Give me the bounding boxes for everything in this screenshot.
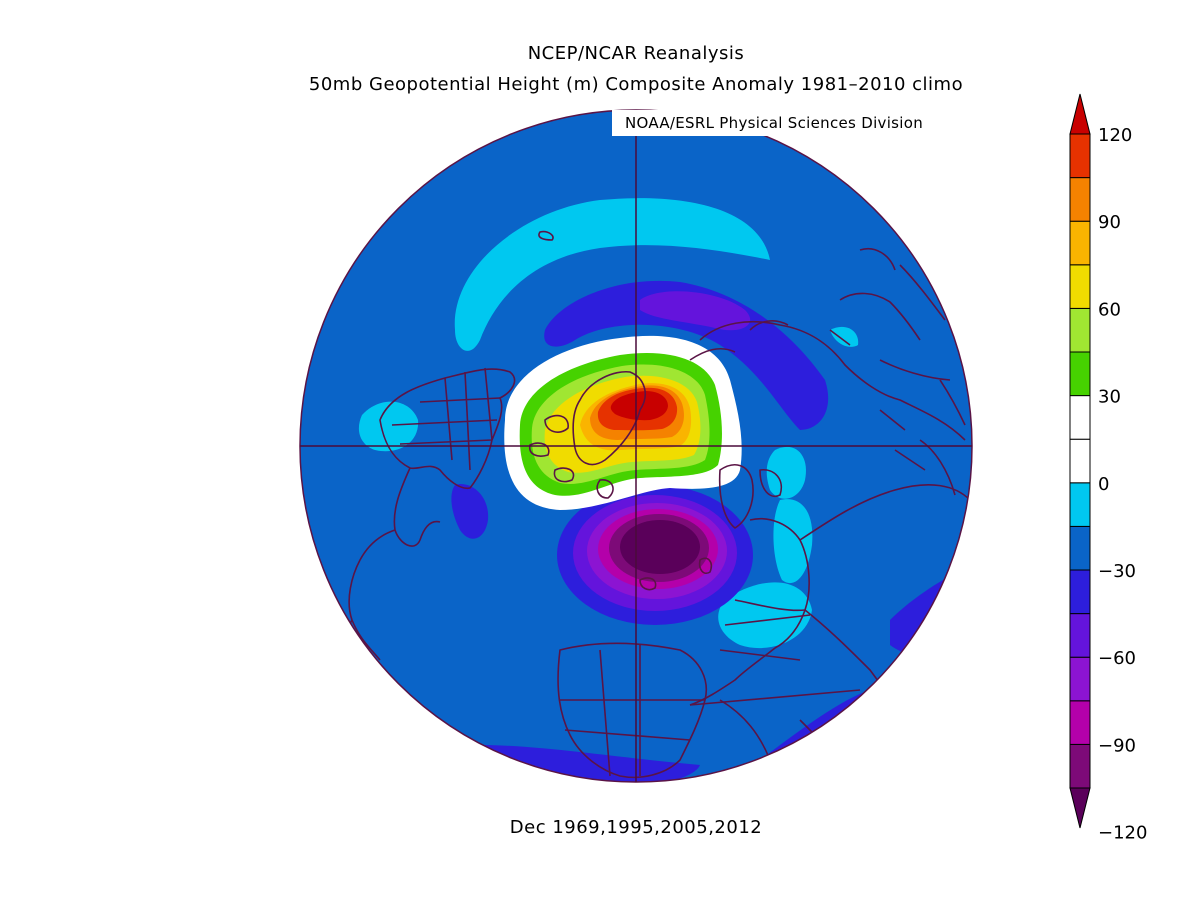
chart-title: NCEP/NCAR Reanalysis <box>527 43 745 64</box>
colorbar-tick-label: 0 <box>1098 474 1109 495</box>
colorbar-segment <box>1069 264 1091 309</box>
cyan-patch-right <box>773 499 813 584</box>
colorbar-segment <box>1069 133 1091 179</box>
cyan-patch-ne <box>830 326 859 347</box>
colorbar-segments <box>1069 93 1091 829</box>
colorbar-tick-label: −30 <box>1098 561 1136 582</box>
colorbar-segment <box>1069 482 1091 527</box>
colorbar-segment <box>1069 613 1091 658</box>
colorbar-segment <box>1069 395 1091 440</box>
positive-core <box>610 391 668 421</box>
colorbar-tick-label: 90 <box>1098 212 1121 233</box>
date-caption: Dec 1969,1995,2005,2012 <box>509 817 763 838</box>
cyan-arc-west <box>358 401 419 452</box>
colorbar-tick-label: −60 <box>1098 648 1136 669</box>
negative-band-north <box>544 280 829 430</box>
colorbar-segment <box>1069 351 1091 397</box>
negative-sw <box>451 484 489 539</box>
chart-subtitle: 50mb Geopotential Height (m) Composite A… <box>308 74 964 95</box>
colorbar-segment <box>1069 700 1091 745</box>
colorbar-segment <box>1069 569 1091 615</box>
colorbar-end-high <box>1069 93 1091 135</box>
colorbar-segment <box>1069 220 1091 266</box>
cyan-arc-east <box>766 446 806 499</box>
negative-core-north <box>640 291 751 331</box>
colorbar-segment <box>1069 656 1091 702</box>
colorbar-segment <box>1069 438 1091 484</box>
colorbar-labels: 120 90 60 30 0 −30 −60 −90 −120 <box>1098 125 1147 844</box>
colorbar-tick-label: 120 <box>1098 125 1132 146</box>
colorbar-segment <box>1069 307 1091 353</box>
credit-label: NOAA/ESRL Physical Sciences Division <box>612 110 972 136</box>
colorbar-tick-label: −120 <box>1098 823 1147 844</box>
cyan-arc-north <box>454 198 770 351</box>
colorbar-tick-label: 30 <box>1098 387 1121 408</box>
colorbar-tick-label: 60 <box>1098 299 1121 320</box>
colorbar-segment <box>1069 525 1091 571</box>
colorbar-segment <box>1069 177 1091 222</box>
negative-low-core <box>620 520 700 574</box>
colorbar-segment <box>1069 743 1091 789</box>
cyan-patch-southeast <box>718 582 812 649</box>
colorbar-tick-label: −90 <box>1098 735 1136 756</box>
